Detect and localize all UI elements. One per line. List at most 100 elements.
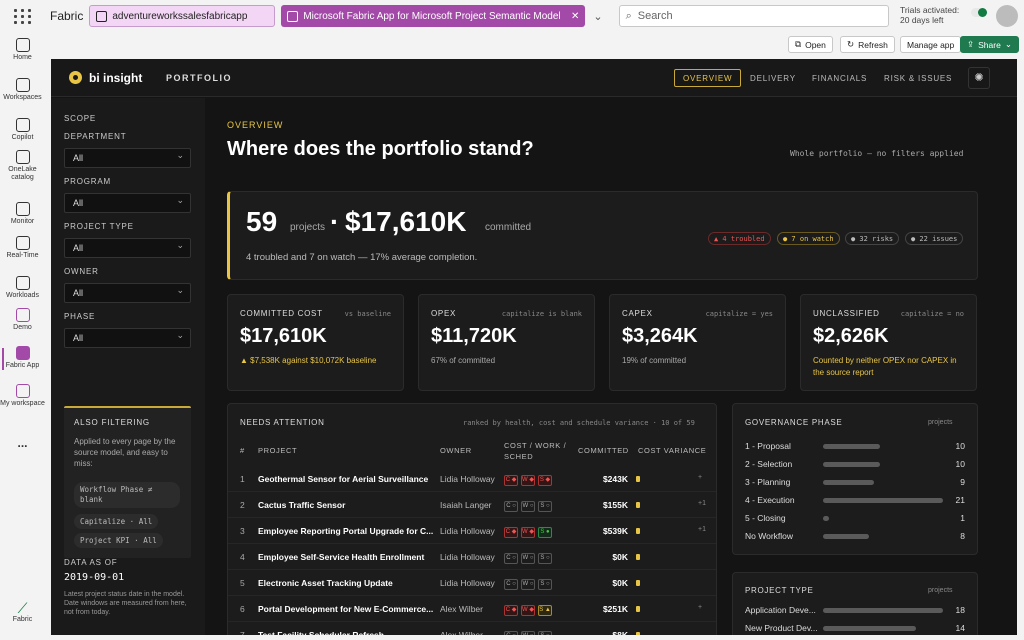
- filter-select-phase[interactable]: All: [64, 328, 191, 348]
- rail-item-fabric-app[interactable]: Fabric App: [0, 346, 45, 370]
- row-flags: C ○W ○S ○: [504, 629, 555, 635]
- rail-item-label: Workspaces: [3, 94, 42, 101]
- table-row[interactable]: 7 Test Facility Scheduler Refresh Alex Wil…: [228, 622, 716, 635]
- table-row[interactable]: 3 Employee Reporting Portal Upgrade for C…: [228, 518, 716, 544]
- refresh-button[interactable]: ↻ Refresh: [840, 36, 895, 53]
- share-icon: ⇪: [967, 39, 975, 49]
- row-number: 4: [240, 552, 245, 562]
- rail-item-workloads[interactable]: Workloads: [0, 276, 45, 300]
- health-flag: C ○: [504, 501, 518, 512]
- search-icon: ⌕: [625, 9, 632, 22]
- filter-select-program[interactable]: All: [64, 193, 191, 213]
- tab-app[interactable]: Microsoft Fabric App for Microsoft Proje…: [281, 5, 586, 27]
- more-icon: ...: [17, 436, 28, 450]
- tab-overview[interactable]: OVERVIEW: [674, 69, 742, 87]
- rail-item-onelake[interactable]: OneLake catalog: [0, 150, 45, 182]
- kpi-value: $17,610K: [240, 325, 327, 347]
- row-owner: Lidia Holloway: [440, 474, 495, 484]
- kpi-card: OPEX capitalize is blank $11,720K 67% of co…: [418, 294, 595, 391]
- row-number: 3: [240, 526, 245, 536]
- filter-select-department[interactable]: All: [64, 148, 191, 168]
- kpi-value: $2,626K: [813, 325, 889, 347]
- table-row[interactable]: 6 Portal Development for New E-Commerce..…: [228, 596, 716, 622]
- table-row[interactable]: 1 Geothermal Sensor for Aerial Surveillan…: [228, 466, 716, 492]
- avatar[interactable]: [996, 5, 1018, 27]
- close-icon[interactable]: ✕: [570, 10, 580, 22]
- row-owner: Isaiah Langer: [440, 500, 492, 510]
- share-button[interactable]: ⇪ Share ⌄: [960, 36, 1019, 53]
- rail-item-label: Workloads: [6, 292, 39, 299]
- my-workspace-icon: [15, 384, 30, 398]
- bi-insight-logo-icon: [69, 71, 82, 84]
- trial-status[interactable]: Trials activated: 20 days left: [900, 5, 959, 25]
- col-header: #: [240, 446, 245, 455]
- table-row[interactable]: 2 Cactus Traffic Sensor Isaiah Langer C ○ W …: [228, 492, 716, 518]
- health-flag: C ○: [504, 553, 518, 564]
- health-flag: S ○: [538, 631, 552, 635]
- filter-chip: Project KPI · All: [74, 533, 163, 548]
- search-placeholder: Search: [637, 10, 673, 22]
- rail-item-realtime[interactable]: Real-Time: [0, 236, 45, 260]
- tab-risk-issues[interactable]: RISK & ISSUES: [876, 69, 960, 87]
- left-rail: Home Workspaces Copilot OneLake catalog Moni…: [0, 32, 45, 640]
- row-number: 5: [240, 578, 245, 588]
- app-launcher-icon[interactable]: [12, 5, 34, 27]
- monitor-icon: [15, 202, 30, 216]
- row-project: Portal Development for New E-Commerce...: [258, 604, 434, 614]
- table-row[interactable]: 4 Employee Self-Service Health Enrollment…: [228, 544, 716, 570]
- kpi-label: COMMITTED COST: [240, 309, 323, 318]
- bar-value: 1: [960, 513, 965, 523]
- tab-financials[interactable]: FINANCIALS: [804, 69, 875, 87]
- share-label: Share: [978, 39, 1001, 50]
- kpi-value: $3,264K: [622, 325, 698, 347]
- filter-label-program: PROGRAM: [64, 177, 111, 186]
- health-flag: C ◆: [504, 475, 518, 486]
- app-logo-text: bi insight: [89, 71, 143, 85]
- rail-item-demo[interactable]: Demo: [0, 308, 45, 332]
- page-title: Where does the portfolio stand?: [227, 138, 534, 160]
- workspace-icon: [96, 10, 108, 22]
- bar-value: 9: [960, 477, 965, 487]
- table-row[interactable]: 5 Electronic Asset Tracking Update Lidia H…: [228, 570, 716, 596]
- rail-item-home[interactable]: Home: [0, 38, 45, 62]
- search-input[interactable]: ⌕ Search: [618, 5, 889, 27]
- filter-select-project-type[interactable]: All: [64, 238, 191, 258]
- health-flag: W ○: [521, 553, 535, 564]
- overview-page: OVERVIEW Where does the portfolio stand?…: [205, 98, 1017, 635]
- col-header: COST / WORK / SCHED: [504, 441, 567, 461]
- tab-workspace[interactable]: adventureworkssalesfabricapp: [89, 5, 276, 27]
- row-number: 6: [240, 604, 245, 614]
- section-title: PORTFOLIO: [166, 73, 232, 83]
- governance-unit: projects: [928, 419, 953, 426]
- variance-bar: [636, 606, 640, 612]
- committed-amount: $17,610K: [345, 206, 467, 237]
- row-number: 1: [240, 474, 245, 484]
- rail-item-workspaces[interactable]: Workspaces: [0, 78, 45, 102]
- trial-toggle[interactable]: [971, 8, 987, 17]
- row-committed: $0K: [612, 578, 628, 588]
- chevron-down-icon[interactable]: ⌄: [593, 10, 603, 23]
- fabric-app-icon: [15, 346, 30, 360]
- tab-risk-issues-label: RISK & ISSUES: [884, 73, 953, 83]
- open-button[interactable]: ⧉ Open: [788, 36, 833, 53]
- rail-item-fabric-logo[interactable]: ⟋ Fabric: [0, 600, 45, 624]
- theme-toggle-icon[interactable]: ✺: [968, 67, 990, 89]
- row-flags: C ◆ W ◆ S ●: [504, 525, 555, 538]
- rail-item-my-workspace[interactable]: My workspace: [0, 384, 45, 408]
- bar-label: New Product Dev...: [745, 623, 817, 633]
- manage-app-button[interactable]: Manage app: [900, 36, 962, 53]
- rail-item-copilot[interactable]: Copilot: [0, 118, 45, 142]
- bar: [823, 534, 869, 539]
- bar-label: Application Deve...: [745, 605, 816, 615]
- health-flag: W ◆: [521, 527, 535, 538]
- bar: [823, 480, 874, 485]
- filter-select-owner[interactable]: All: [64, 283, 191, 303]
- rail-item-monitor[interactable]: Monitor: [0, 202, 45, 226]
- bar-label: 1 - Proposal: [745, 441, 791, 451]
- tab-delivery[interactable]: DELIVERY: [742, 69, 804, 87]
- rail-item-more[interactable]: ...: [0, 436, 45, 450]
- kpi-note: capitalize is blank: [501, 310, 582, 318]
- trial-line1: Trials activated:: [900, 5, 960, 15]
- row-variance: +: [698, 604, 703, 611]
- row-project: Employee Reporting Portal Upgrade for C.…: [258, 526, 434, 536]
